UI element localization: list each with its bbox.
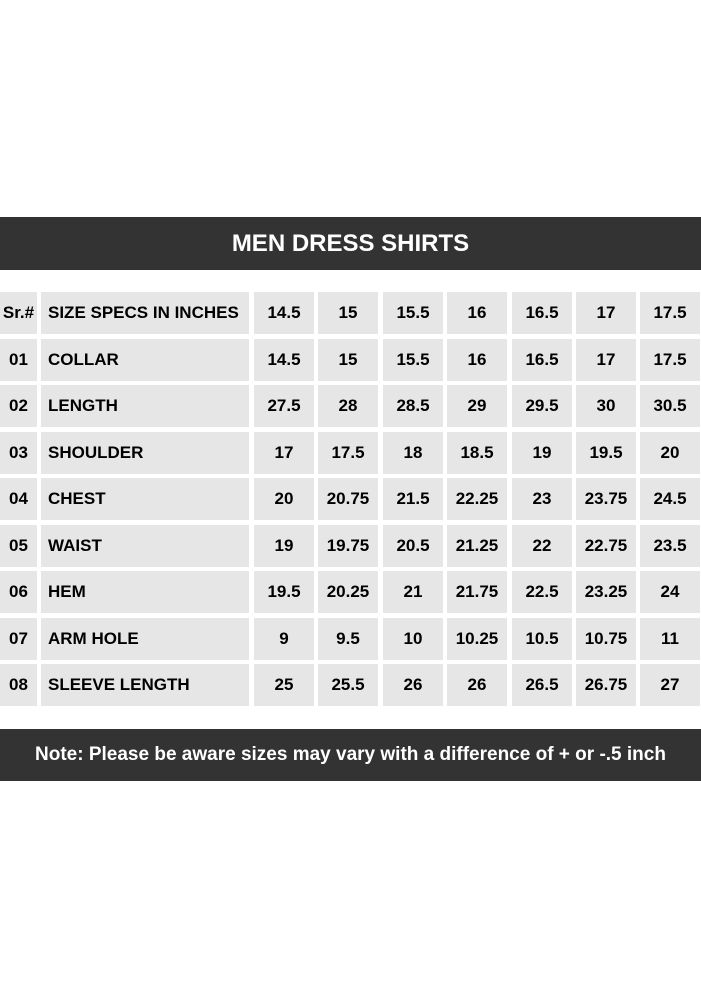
row-value: 26	[447, 664, 507, 706]
row-spec: COLLAR	[41, 339, 249, 381]
row-value: 17.5	[640, 339, 700, 381]
row-value: 22	[512, 525, 572, 567]
row-sr: 06	[0, 571, 37, 613]
row-value: 26.75	[576, 664, 636, 706]
row-value: 10.75	[576, 618, 636, 660]
row-value: 22.5	[512, 571, 572, 613]
row-value: 11	[640, 618, 700, 660]
row-value: 23.5	[640, 525, 700, 567]
row-value: 14.5	[254, 339, 314, 381]
row-value: 20	[640, 432, 700, 474]
row-value: 30.5	[640, 385, 700, 427]
row-sr: 03	[0, 432, 37, 474]
row-value: 28	[318, 385, 378, 427]
row-value: 21.75	[447, 571, 507, 613]
row-value: 23.75	[576, 478, 636, 520]
row-spec: ARM HOLE	[41, 618, 249, 660]
row-value: 18.5	[447, 432, 507, 474]
header-size: 17	[576, 292, 636, 334]
row-value: 17	[254, 432, 314, 474]
row-value: 10.25	[447, 618, 507, 660]
row-value: 9.5	[318, 618, 378, 660]
row-value: 21.25	[447, 525, 507, 567]
header-size: 17.5	[640, 292, 700, 334]
row-sr: 04	[0, 478, 37, 520]
row-sr: 08	[0, 664, 37, 706]
row-value: 26.5	[512, 664, 572, 706]
row-value: 23.25	[576, 571, 636, 613]
row-value: 22.25	[447, 478, 507, 520]
row-value: 29	[447, 385, 507, 427]
row-spec: WAIST	[41, 525, 249, 567]
row-value: 20.5	[383, 525, 443, 567]
row-spec: CHEST	[41, 478, 249, 520]
row-value: 16	[447, 339, 507, 381]
row-value: 28.5	[383, 385, 443, 427]
chart-title: MEN DRESS SHIRTS	[0, 217, 701, 270]
row-value: 15.5	[383, 339, 443, 381]
header-size: 15.5	[383, 292, 443, 334]
row-sr: 05	[0, 525, 37, 567]
row-value: 25.5	[318, 664, 378, 706]
row-value: 19	[254, 525, 314, 567]
row-value: 21.5	[383, 478, 443, 520]
row-value: 27	[640, 664, 700, 706]
row-value: 30	[576, 385, 636, 427]
header-size: 15	[318, 292, 378, 334]
header-sr: Sr.#	[0, 292, 37, 334]
row-value: 21	[383, 571, 443, 613]
row-value: 9	[254, 618, 314, 660]
row-spec: SLEEVE LENGTH	[41, 664, 249, 706]
row-value: 23	[512, 478, 572, 520]
row-value: 19.5	[576, 432, 636, 474]
row-sr: 02	[0, 385, 37, 427]
row-spec: HEM	[41, 571, 249, 613]
row-value: 17.5	[318, 432, 378, 474]
row-value: 19.75	[318, 525, 378, 567]
row-value: 19.5	[254, 571, 314, 613]
row-value: 24.5	[640, 478, 700, 520]
row-value: 17	[576, 339, 636, 381]
row-value: 10.5	[512, 618, 572, 660]
row-value: 27.5	[254, 385, 314, 427]
row-value: 20.75	[318, 478, 378, 520]
header-spec: SIZE SPECS IN INCHES	[41, 292, 249, 334]
row-spec: SHOULDER	[41, 432, 249, 474]
row-value: 15	[318, 339, 378, 381]
row-value: 16.5	[512, 339, 572, 381]
row-value: 18	[383, 432, 443, 474]
row-value: 26	[383, 664, 443, 706]
size-note: Note: Please be aware sizes may vary wit…	[0, 729, 701, 781]
row-sr: 01	[0, 339, 37, 381]
row-spec: LENGTH	[41, 385, 249, 427]
header-size: 16	[447, 292, 507, 334]
row-value: 20.25	[318, 571, 378, 613]
row-value: 22.75	[576, 525, 636, 567]
header-size: 14.5	[254, 292, 314, 334]
row-value: 24	[640, 571, 700, 613]
row-value: 29.5	[512, 385, 572, 427]
header-size: 16.5	[512, 292, 572, 334]
row-value: 19	[512, 432, 572, 474]
row-value: 20	[254, 478, 314, 520]
row-value: 10	[383, 618, 443, 660]
row-value: 25	[254, 664, 314, 706]
row-sr: 07	[0, 618, 37, 660]
